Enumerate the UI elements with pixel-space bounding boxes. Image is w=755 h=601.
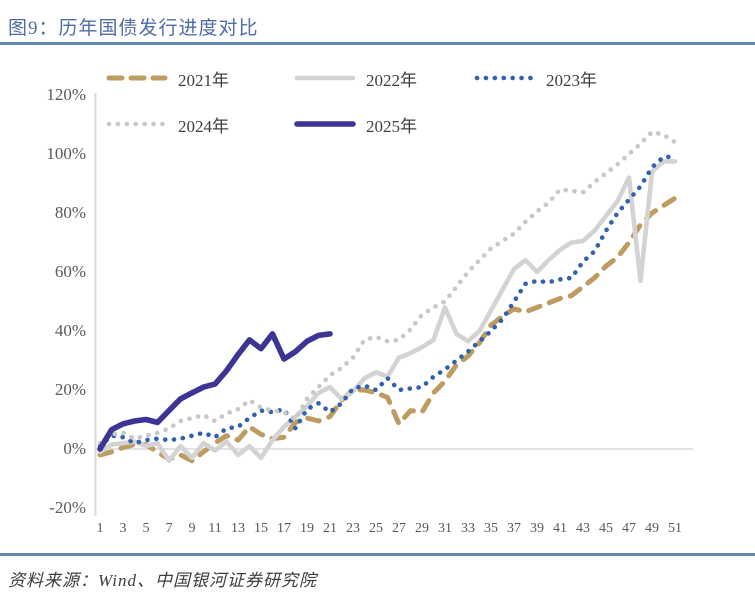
legend-swatch-2023年 (474, 75, 536, 81)
legend-swatch-2025年 (294, 121, 356, 127)
x-tick-45: 45 (599, 521, 613, 536)
x-tick-15: 15 (254, 521, 268, 536)
legend-label-2021年: 2021年 (178, 70, 229, 90)
x-tick-9: 9 (188, 521, 196, 536)
x-tick-47: 47 (622, 521, 636, 536)
x-tick-43: 43 (576, 521, 590, 536)
x-tick-39: 39 (530, 521, 544, 536)
x-tick-3: 3 (119, 521, 127, 536)
x-tick-11: 11 (208, 521, 222, 536)
x-tick-1: 1 (96, 521, 104, 536)
x-tick-49: 49 (645, 521, 659, 536)
x-tick-37: 37 (507, 521, 521, 536)
legend-item-2025年[interactable]: 2025年 (293, 114, 417, 136)
legend-label-2024年: 2024年 (178, 116, 229, 136)
x-tick-23: 23 (346, 521, 360, 536)
x-tick-31: 31 (438, 521, 452, 536)
x-tick-21: 21 (323, 521, 337, 536)
x-tick-51: 51 (668, 521, 682, 536)
legend-item-2022年[interactable]: 2022年 (293, 68, 417, 90)
x-tick-27: 27 (392, 521, 406, 536)
legend-swatch-2022年 (294, 75, 356, 81)
source-note: 资料来源：Wind、中国银河证券研究院 (8, 571, 317, 590)
y-tick-100%: 100% (46, 144, 86, 163)
x-tick-35: 35 (484, 521, 498, 536)
legend-label-2025年: 2025年 (366, 116, 417, 136)
y-tick-40%: 40% (54, 321, 86, 340)
x-tick-5: 5 (142, 521, 150, 536)
legend-label-2023年: 2023年 (546, 70, 597, 90)
top-divider (0, 42, 755, 45)
series-line-2024年 (97, 129, 678, 446)
series-line-2022年 (97, 159, 678, 464)
legend-swatch-2024年 (106, 121, 168, 127)
x-tick-19: 19 (300, 521, 314, 536)
y-tick--20%: -20% (49, 498, 86, 517)
legend-item-2023年[interactable]: 2023年 (473, 68, 597, 90)
legend-item-2021年[interactable]: 2021年 (105, 68, 229, 90)
x-tick-17: 17 (277, 521, 291, 536)
legend-swatch-2021年 (106, 75, 168, 81)
x-tick-41: 41 (553, 521, 567, 536)
y-tick-20%: 20% (54, 380, 86, 399)
x-tick-13: 13 (231, 521, 245, 536)
figure-title: 图9：历年国债发行进度对比 (8, 18, 259, 39)
series-line-2021年 (97, 195, 678, 464)
bottom-divider (0, 553, 755, 556)
legend-label-2022年: 2022年 (366, 70, 417, 90)
y-tick-0%: 0% (63, 439, 86, 458)
x-tick-33: 33 (461, 521, 475, 536)
x-tick-25: 25 (369, 521, 383, 536)
series-line-2025年 (97, 331, 333, 452)
y-tick-60%: 60% (54, 262, 86, 281)
series-line-2023年 (97, 154, 678, 449)
x-tick-29: 29 (415, 521, 429, 536)
y-tick-120%: 120% (46, 85, 86, 104)
legend-item-2024年[interactable]: 2024年 (105, 114, 229, 136)
y-tick-80%: 80% (54, 203, 86, 222)
x-tick-7: 7 (165, 521, 173, 536)
